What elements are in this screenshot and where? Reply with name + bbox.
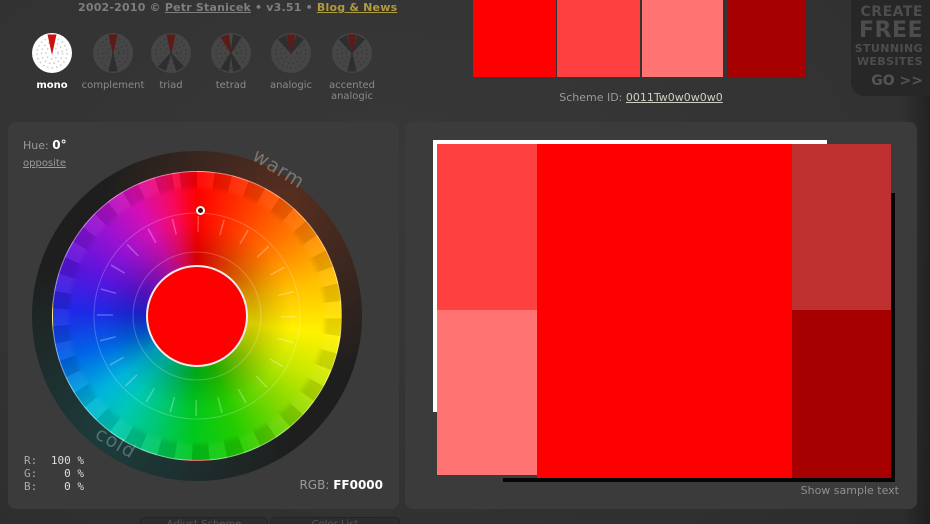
hue-marker-handle[interactable] xyxy=(196,206,205,215)
mode-mono[interactable]: mono xyxy=(19,32,85,91)
mode-label: triad xyxy=(159,80,183,91)
scheme-id-link[interactable]: 0011Tw0w0w0w0 xyxy=(625,91,723,104)
rgb-row-g: G: 0 % xyxy=(24,467,84,480)
scheme-id-label: Scheme ID: xyxy=(559,91,623,104)
analogic-wheel-icon xyxy=(271,33,311,73)
ad-line: WEBSITES xyxy=(856,55,923,68)
b-label: B: xyxy=(24,480,38,493)
hue-readout: Hue: 0° xyxy=(23,138,67,152)
ad-line: CREATE xyxy=(860,4,923,20)
g-value: 0 % xyxy=(64,467,84,480)
triad-wheel-icon xyxy=(151,33,191,73)
preview-page-border-top xyxy=(433,140,827,144)
rgb-readout: R: 100 % G: 0 % B: 0 % xyxy=(24,454,84,493)
copyright-years: 2002-2010 © xyxy=(78,1,161,14)
color-wheel-panel: Hue: 0° opposite warm cold R: 100 % G: 0 %… xyxy=(8,122,399,509)
r-value: 100 % xyxy=(50,454,84,467)
r-label: R: xyxy=(24,454,38,467)
mode-triad[interactable]: triad xyxy=(138,32,204,91)
opposite-link[interactable]: opposite xyxy=(23,158,66,169)
rgb-hex-readout: RGB: FF0000 xyxy=(299,478,383,492)
mono-wheel-icon xyxy=(32,33,72,73)
swatch-light xyxy=(557,0,640,77)
ad-line: STUNNING xyxy=(854,42,923,55)
ad-banner[interactable]: CREATE FREE STUNNING WEBSITES GO >> xyxy=(851,0,930,96)
ad-go-link[interactable]: GO >> xyxy=(871,73,923,89)
copyright-line: 2002-2010 © Petr Stanicek • v3.51 • Blog… xyxy=(78,1,397,14)
preview-page-shadow-right xyxy=(891,193,895,482)
mode-label: analogic xyxy=(269,80,313,91)
scheme-swatch-strip xyxy=(473,0,809,77)
b-value: 0 % xyxy=(64,480,84,493)
swatch-lighter xyxy=(642,0,723,77)
mode-tetrad[interactable]: tetrad xyxy=(198,32,264,91)
mode-label: mono xyxy=(36,80,68,91)
mode-label: tetrad xyxy=(215,80,247,91)
rgb-hex-label: RGB: xyxy=(299,478,330,492)
preview-block-darker xyxy=(792,310,891,478)
hue-label: Hue: xyxy=(23,139,49,152)
swatch-dark xyxy=(727,0,806,77)
scheme-id-line: Scheme ID: 0011Tw0w0w0w0 xyxy=(473,91,809,104)
hue-value: 0° xyxy=(52,138,67,152)
mode-complement[interactable]: complement xyxy=(80,32,146,91)
rgb-hex-value: FF0000 xyxy=(333,478,383,492)
blog-news-link[interactable]: Blog & News xyxy=(316,1,398,14)
ad-line: FREE xyxy=(858,18,923,43)
preview-block-lighter xyxy=(437,310,537,475)
tetrad-wheel-icon xyxy=(211,33,251,73)
tab-color-list[interactable]: Color List xyxy=(270,517,400,524)
mode-analogic[interactable]: analogic xyxy=(258,32,324,91)
tab-adjust-scheme[interactable]: Adjust Scheme xyxy=(140,517,268,524)
mode-accented-analogic[interactable]: accented analogic xyxy=(319,32,385,102)
complement-wheel-icon xyxy=(93,33,133,73)
g-label: G: xyxy=(24,467,38,480)
version-text: • v3.51 • xyxy=(255,1,313,14)
rgb-row-r: R: 100 % xyxy=(24,454,84,467)
mode-label: accented analogic xyxy=(328,80,376,102)
scheme-preview-panel: Show sample text xyxy=(405,122,917,509)
mode-label: complement xyxy=(81,80,145,91)
preview-page-border-left xyxy=(433,140,437,412)
preview-block-primary xyxy=(537,144,792,478)
author-link[interactable]: Petr Stanicek xyxy=(164,1,251,14)
show-sample-text-link[interactable]: Show sample text xyxy=(800,484,899,497)
accented-analogic-wheel-icon xyxy=(332,33,372,73)
selected-color-circle xyxy=(146,265,248,367)
rgb-row-b: B: 0 % xyxy=(24,480,84,493)
preview-block-light xyxy=(437,144,537,310)
preview-page-shadow-bottom xyxy=(503,478,895,482)
preview-block-dark xyxy=(792,144,891,310)
swatch-primary xyxy=(473,0,556,77)
